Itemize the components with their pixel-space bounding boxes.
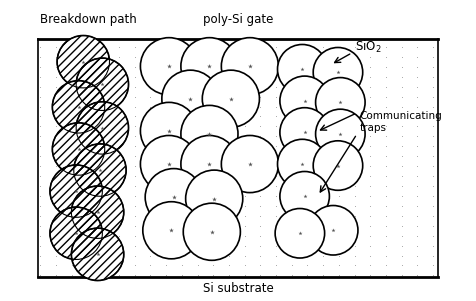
Ellipse shape xyxy=(278,45,327,94)
Text: Breakdown path: Breakdown path xyxy=(40,13,137,26)
Ellipse shape xyxy=(181,38,238,95)
Text: Si substrate: Si substrate xyxy=(203,282,273,295)
Ellipse shape xyxy=(181,105,238,163)
Ellipse shape xyxy=(313,141,363,190)
Ellipse shape xyxy=(316,78,365,127)
Ellipse shape xyxy=(71,186,124,238)
Text: Communicating
traps: Communicating traps xyxy=(359,111,442,133)
Ellipse shape xyxy=(313,48,363,97)
Ellipse shape xyxy=(202,70,259,127)
Ellipse shape xyxy=(140,135,198,193)
Ellipse shape xyxy=(76,58,129,110)
Ellipse shape xyxy=(186,170,243,227)
Ellipse shape xyxy=(52,123,105,175)
Ellipse shape xyxy=(280,76,329,126)
Ellipse shape xyxy=(183,203,240,260)
Text: SiO$_2$: SiO$_2$ xyxy=(355,39,381,55)
Ellipse shape xyxy=(74,144,126,196)
Ellipse shape xyxy=(280,108,329,157)
Ellipse shape xyxy=(316,109,365,159)
Ellipse shape xyxy=(50,207,102,259)
Ellipse shape xyxy=(50,165,102,217)
Ellipse shape xyxy=(162,70,219,127)
Ellipse shape xyxy=(143,202,200,259)
Ellipse shape xyxy=(71,228,124,281)
Ellipse shape xyxy=(221,38,278,95)
Text: poly-Si gate: poly-Si gate xyxy=(203,13,273,26)
Ellipse shape xyxy=(221,135,278,193)
Ellipse shape xyxy=(280,172,329,221)
Ellipse shape xyxy=(145,169,202,226)
Ellipse shape xyxy=(140,102,198,160)
Ellipse shape xyxy=(57,36,109,88)
Ellipse shape xyxy=(275,209,325,258)
Ellipse shape xyxy=(181,135,238,193)
Ellipse shape xyxy=(52,81,105,133)
Ellipse shape xyxy=(76,102,129,154)
Ellipse shape xyxy=(308,206,358,255)
Ellipse shape xyxy=(140,38,198,95)
Ellipse shape xyxy=(278,139,327,189)
